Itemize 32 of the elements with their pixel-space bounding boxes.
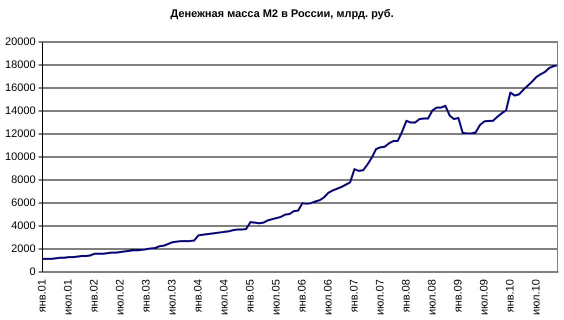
y-tick-label: 2000	[11, 243, 36, 256]
x-tick-label: июл.05	[270, 279, 283, 316]
x-tick-label: янв.04	[192, 279, 205, 312]
x-tick-label: июл.10	[530, 279, 542, 316]
y-tick-label: 6000	[11, 197, 36, 210]
x-tick-label: июл.03	[166, 279, 179, 316]
chart-title: Денежная масса М2 в России, млрд. руб.	[169, 8, 395, 20]
x-tick-label: янв.02	[88, 279, 101, 312]
y-tick-label: 0	[29, 266, 36, 278]
x-tick-label: июл.06	[322, 279, 334, 316]
x-tick-label: июл.01	[62, 279, 75, 316]
y-tick-label: 10000	[4, 151, 36, 164]
x-tick-label: июл.08	[426, 279, 438, 316]
y-tick-label: 16000	[4, 82, 36, 94]
x-tick-label: июл.07	[374, 279, 386, 316]
x-tick-label: янв.03	[140, 279, 153, 312]
y-tick-label: 8000	[11, 174, 36, 186]
x-tick-label: янв.06	[296, 279, 308, 312]
x-tick-label: июл.09	[478, 279, 490, 316]
x-tick-label: янв.08	[400, 279, 412, 312]
x-tick-label: июл.04	[218, 279, 231, 316]
y-tick-label: 20000	[4, 36, 36, 48]
y-tick-label: 14000	[4, 105, 36, 118]
x-tick-label: янв.05	[244, 279, 257, 312]
x-tick-label: янв.07	[348, 279, 360, 312]
x-tick-label: янв.01	[36, 279, 49, 312]
x-tick-label: июл.02	[114, 279, 127, 316]
y-tick-label: 18000	[4, 59, 36, 72]
y-tick-label: 12000	[4, 128, 36, 140]
y-tick-label: 4000	[11, 220, 36, 232]
x-tick-label: янв.10	[504, 279, 516, 312]
x-tick-label: янв.09	[452, 279, 464, 312]
